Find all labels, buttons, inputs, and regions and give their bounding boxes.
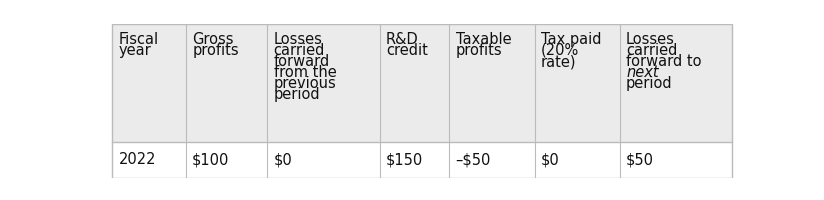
Bar: [112, 142, 733, 178]
Text: year: year: [119, 43, 152, 58]
Text: 2022: 2022: [119, 152, 156, 167]
Text: profits: profits: [456, 43, 503, 58]
Text: previous: previous: [274, 76, 336, 91]
Text: (20%: (20%: [541, 43, 579, 58]
Text: $100: $100: [192, 152, 230, 167]
Text: $50: $50: [626, 152, 654, 167]
Text: profits: profits: [192, 43, 239, 58]
Text: carried: carried: [626, 43, 677, 58]
Text: Losses: Losses: [274, 32, 322, 47]
Bar: [112, 24, 733, 142]
Text: carried: carried: [274, 43, 325, 58]
Text: Losses: Losses: [626, 32, 675, 47]
Text: from the: from the: [274, 65, 336, 80]
Text: Tax paid: Tax paid: [541, 32, 602, 47]
Text: rate): rate): [541, 54, 576, 69]
Text: period: period: [274, 87, 321, 102]
Text: –$50: –$50: [456, 152, 491, 167]
Text: Taxable: Taxable: [456, 32, 511, 47]
Text: $150: $150: [386, 152, 424, 167]
Text: forward: forward: [274, 54, 330, 69]
Text: next: next: [626, 65, 658, 80]
Text: $0: $0: [541, 152, 559, 167]
Text: forward to: forward to: [626, 54, 701, 69]
Text: $0: $0: [274, 152, 293, 167]
Text: Gross: Gross: [192, 32, 234, 47]
Text: credit: credit: [386, 43, 428, 58]
Text: period: period: [626, 76, 672, 91]
Text: Fiscal: Fiscal: [119, 32, 159, 47]
Text: R&D: R&D: [386, 32, 419, 47]
